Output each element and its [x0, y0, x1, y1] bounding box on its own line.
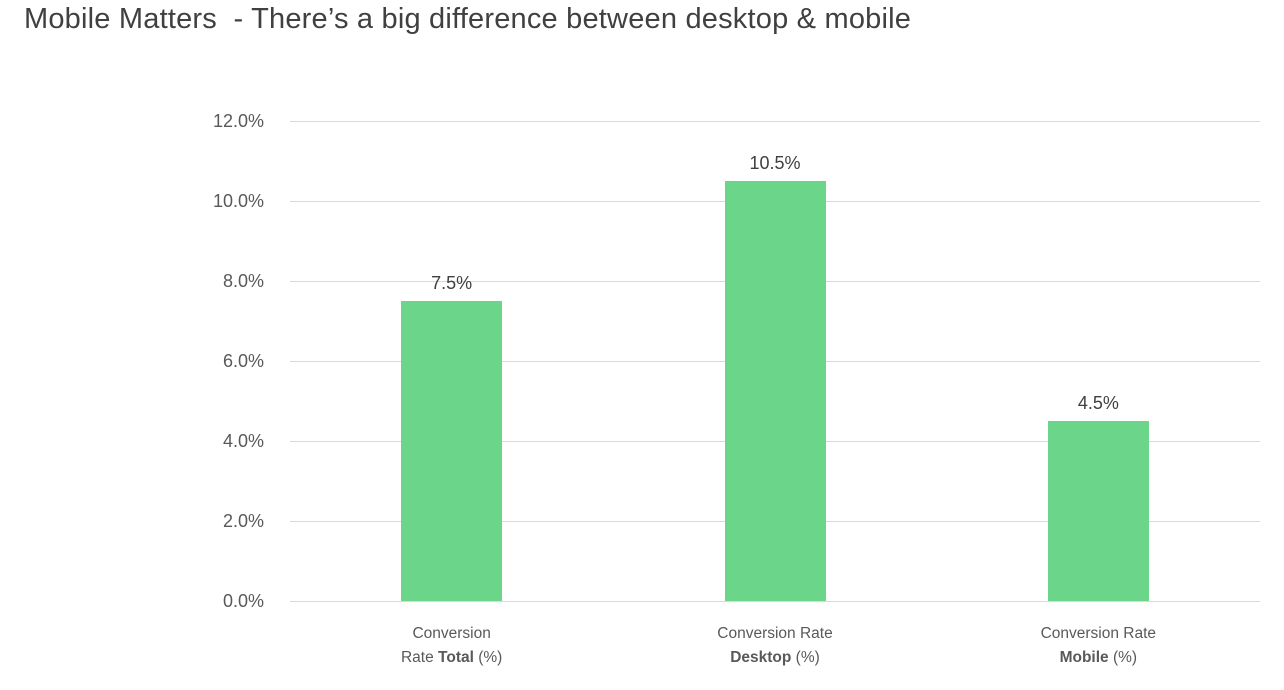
bar [1047, 421, 1149, 601]
bar [724, 181, 826, 601]
y-tick-label: 12.0% [212, 111, 264, 131]
category-word-prefix: Rate [400, 649, 439, 666]
x-category-label: Conversion Rate Total (%) [302, 622, 602, 670]
x-category-label-line1: Conversion [412, 625, 491, 642]
y-tick-label: 10.0% [212, 191, 264, 211]
gridline [290, 120, 1260, 122]
x-category-label-line2: Desktop (%) [625, 646, 925, 670]
x-category-label-line1: Conversion Rate [717, 625, 833, 642]
y-tick-label: 4.0% [222, 431, 264, 451]
plot-area: 7.5% 10.5% 4.5% [290, 120, 1260, 602]
category-word-emphasis: Desktop [730, 649, 792, 666]
category-word-suffix: (%) [473, 649, 503, 666]
x-category-label: Conversion Rate Mobile (%) [948, 622, 1248, 670]
category-word-emphasis: Total [438, 649, 474, 666]
x-category-label-line2: Mobile (%) [948, 646, 1248, 670]
bar [401, 301, 503, 601]
x-category-label-line2: Rate Total (%) [302, 646, 602, 670]
bar-value-label: 7.5% [431, 273, 473, 293]
y-tick-label: 6.0% [222, 351, 264, 371]
category-word-suffix: (%) [1108, 649, 1138, 666]
x-category-label-line1: Conversion Rate [1040, 625, 1157, 642]
bar-value-label: 4.5% [1077, 393, 1119, 413]
y-tick-label: 0.0% [222, 591, 264, 611]
gridline [290, 600, 1260, 602]
category-word-emphasis: Mobile [1059, 649, 1109, 666]
chart-title: Mobile Matters - There’s a big differenc… [24, 3, 912, 35]
y-tick-label: 2.0% [222, 511, 264, 531]
y-tick-label: 8.0% [222, 271, 264, 291]
category-word-suffix: (%) [791, 649, 820, 666]
bar-value-label: 10.5% [749, 153, 801, 173]
x-category-label: Conversion Rate Desktop (%) [625, 622, 925, 670]
